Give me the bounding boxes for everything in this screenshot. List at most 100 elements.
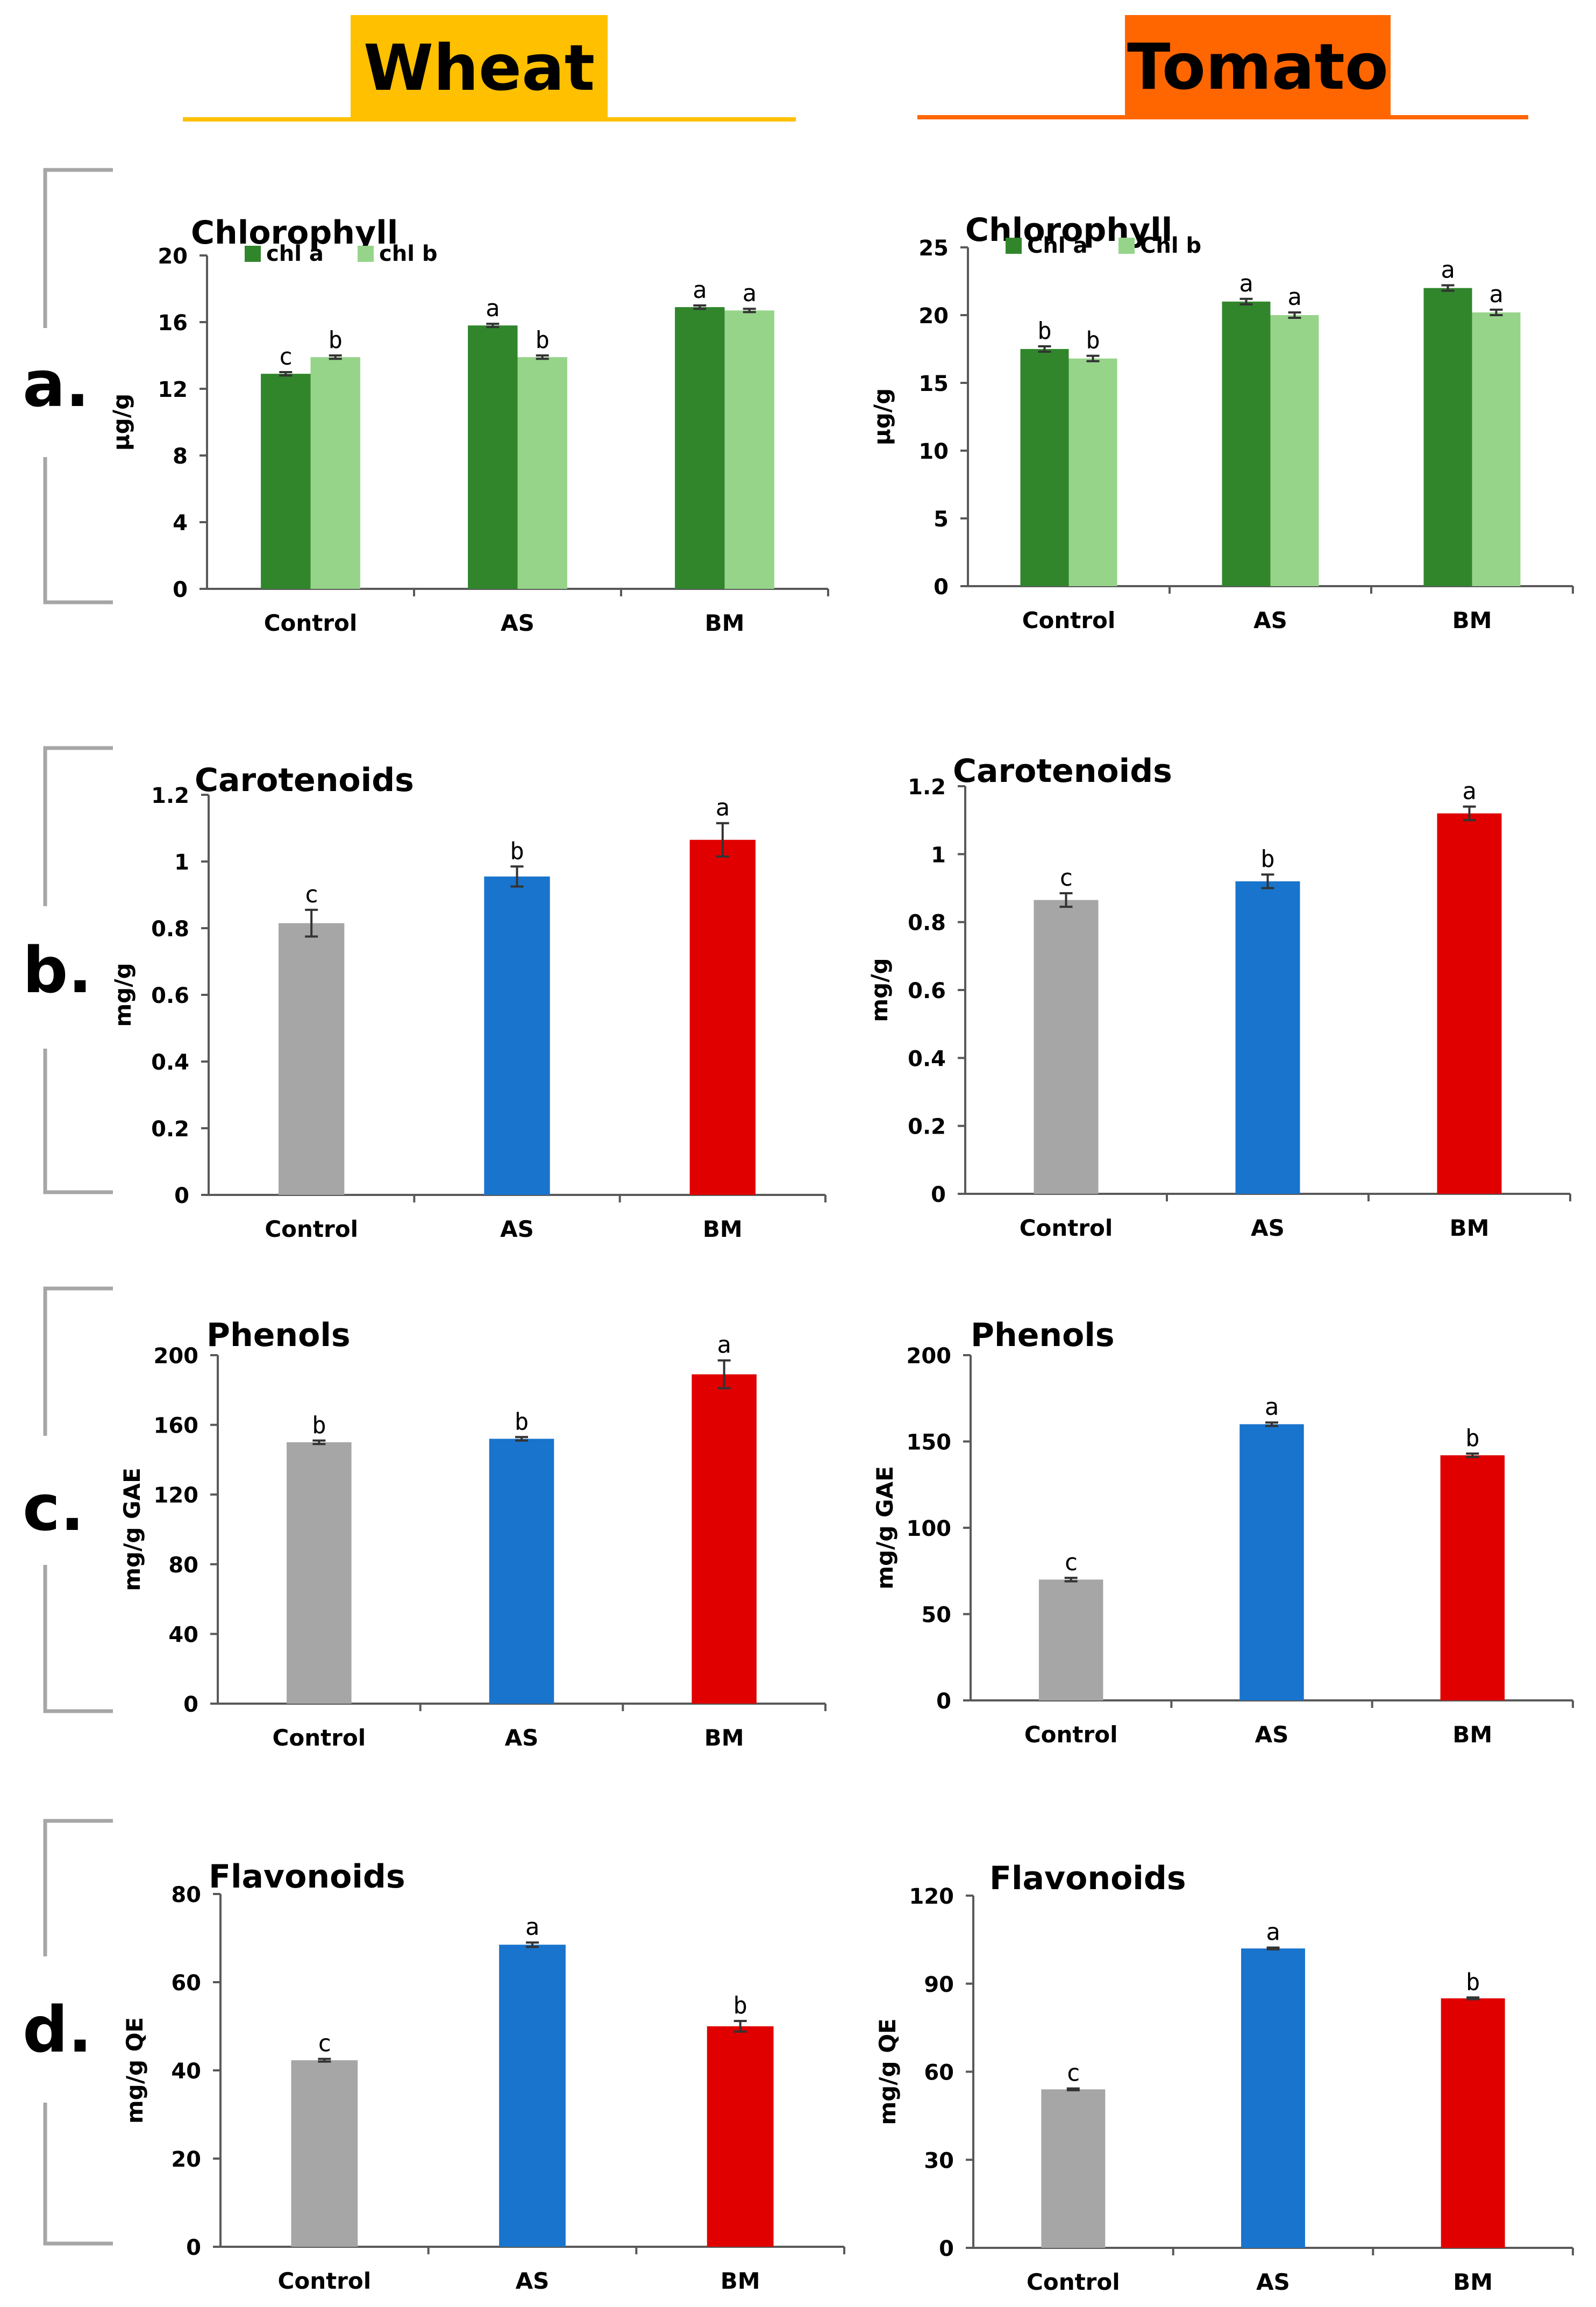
legend-swatch	[1118, 238, 1135, 254]
bar	[484, 876, 550, 1195]
y-tick-label: 50	[921, 1603, 951, 1628]
wheat-header-label: Wheat	[363, 31, 595, 105]
y-tick-label: 0	[934, 575, 949, 600]
significance-letter: a	[1462, 778, 1477, 805]
chart-title: Chlorophyll	[191, 214, 398, 252]
significance-letter: a	[1489, 281, 1504, 308]
significance-letter: c	[1064, 1549, 1078, 1576]
y-tick-label: 150	[907, 1430, 952, 1455]
y-tick-label: 0.4	[151, 1050, 189, 1075]
y-tick-label: 0	[936, 1689, 951, 1714]
wheat-header-underline	[183, 117, 796, 122]
chart-plot-group: Chlorophyll 0 5 10 15 20 25 µg/g Control AS BM b a a b…	[869, 211, 1574, 633]
y-axis-label: µg/g	[869, 388, 895, 445]
chart-plot-group: Flavonoids 0 20 40 60 80 mg/g QE Control AS BM c a b	[122, 1858, 845, 2294]
y-tick-label: 120	[909, 1884, 954, 1909]
significance-letter: c	[1066, 2060, 1081, 2087]
bar	[1222, 301, 1271, 586]
y-tick-label: 5	[934, 507, 949, 532]
tomato-header: Tomato	[1125, 15, 1391, 118]
y-tick-label: 0.6	[908, 979, 946, 1003]
bar	[499, 1945, 566, 2247]
y-tick-label: 16	[158, 311, 188, 336]
bar	[1437, 813, 1502, 1194]
tomato-phenols-chart: Phenols 0 50 100 150 200 mg/g GAE Control AS BM c a…	[872, 1316, 1574, 1748]
significance-letter: c	[304, 881, 319, 908]
bar	[1041, 2089, 1106, 2248]
significance-letter: a	[1239, 270, 1253, 297]
chart-title: Carotenoids	[195, 761, 414, 799]
y-axis-label: mg/g QE	[122, 2017, 148, 2124]
y-axis-label: mg/g	[110, 963, 136, 1027]
panel-c-bracket	[43, 1286, 113, 1713]
legend-label: Chl a	[1027, 233, 1087, 258]
x-category-label: Control	[264, 610, 358, 636]
y-tick-label: 30	[924, 2148, 954, 2173]
y-tick-label: 15	[918, 372, 949, 396]
significance-letter: a	[1287, 283, 1302, 311]
panel-c-label: c.	[23, 1471, 84, 1545]
bar	[1038, 1579, 1103, 1700]
y-tick-label: 0.8	[151, 917, 189, 942]
significance-letter: b	[1086, 327, 1100, 354]
y-axis-label: mg/g GAE	[119, 1468, 145, 1591]
bar	[689, 839, 756, 1195]
bar	[489, 1439, 554, 1704]
y-tick-label: 200	[907, 1344, 952, 1369]
y-axis-label: mg/g QE	[874, 2018, 901, 2125]
x-category-label: AS	[1256, 2269, 1290, 2295]
significance-letter: b	[535, 326, 550, 354]
wheat-chlorophyll-chart: Chlorophyll 0 4 8 12 16 20 µg/g Control AS BM c a a b b…	[108, 214, 829, 636]
significance-letter: c	[317, 2030, 332, 2057]
y-tick-label: 80	[171, 1883, 201, 1907]
bar	[1270, 315, 1319, 586]
tomato-chlorophyll-chart: Chlorophyll 0 5 10 15 20 25 µg/g Control AS BM b a a b…	[869, 211, 1574, 633]
y-tick-label: 10	[918, 439, 949, 464]
y-tick-label: 0.4	[908, 1046, 946, 1071]
y-tick-label: 20	[158, 244, 188, 269]
significance-letter: c	[279, 343, 293, 371]
tomato-flavonoids-chart: Flavonoids 0 30 60 90 120 mg/g QE Control AS BM c a…	[874, 1860, 1574, 2295]
y-tick-label: 1	[931, 843, 946, 867]
bar	[1235, 881, 1300, 1194]
y-tick-label: 60	[171, 1971, 201, 1996]
y-axis-label: mg/g GAE	[872, 1466, 898, 1590]
legend-label: Chl b	[1140, 233, 1201, 258]
significance-letter: b	[312, 1412, 326, 1439]
y-tick-label: 4	[173, 511, 188, 536]
chart-title: Chlorophyll	[965, 211, 1172, 249]
chart-plot-group: Phenols 0 40 80 120 160 200 mg/g GAE Control AS BM…	[119, 1316, 826, 1751]
y-tick-label: 0.2	[908, 1115, 946, 1140]
wheat-header: Wheat	[351, 15, 608, 120]
x-category-label: AS	[501, 610, 535, 636]
x-category-label: AS	[1251, 1215, 1285, 1241]
legend-swatch	[245, 246, 261, 262]
significance-letter: b	[328, 326, 343, 354]
y-tick-label: 0	[186, 2235, 201, 2260]
legend-swatch	[1006, 238, 1022, 254]
x-category-label: Control	[1020, 1215, 1113, 1241]
significance-letter: a	[525, 1913, 540, 1941]
significance-letter: b	[510, 837, 524, 865]
chart-plot-group: Chlorophyll 0 4 8 12 16 20 µg/g Control AS BM c a a b b…	[108, 214, 829, 636]
wheat-flavonoids-chart: Flavonoids 0 20 40 60 80 mg/g QE Control AS BM c a b	[122, 1858, 845, 2294]
y-axis-label: mg/g	[866, 958, 893, 1022]
chart-plot-group: Carotenoids 0 0.2 0.4 0.6 0.8 1 1.2 mg/g Control A…	[110, 761, 826, 1242]
bar	[675, 307, 725, 589]
significance-letter: b	[515, 1408, 529, 1435]
bar	[692, 1374, 757, 1704]
x-category-label: Control	[273, 1725, 366, 1751]
y-tick-label: 0	[183, 1692, 198, 1717]
y-tick-label: 12	[158, 378, 188, 402]
panel-d-bracket	[43, 1819, 113, 2246]
bar	[1423, 288, 1472, 586]
x-category-label: Control	[278, 2268, 372, 2294]
bar	[278, 923, 345, 1195]
bar	[707, 2026, 774, 2247]
bar	[517, 357, 567, 589]
bar	[261, 374, 311, 589]
x-category-label: BM	[1452, 607, 1492, 633]
bar	[1441, 1998, 1505, 2248]
bar	[1068, 358, 1117, 586]
x-category-label: BM	[704, 1725, 744, 1751]
